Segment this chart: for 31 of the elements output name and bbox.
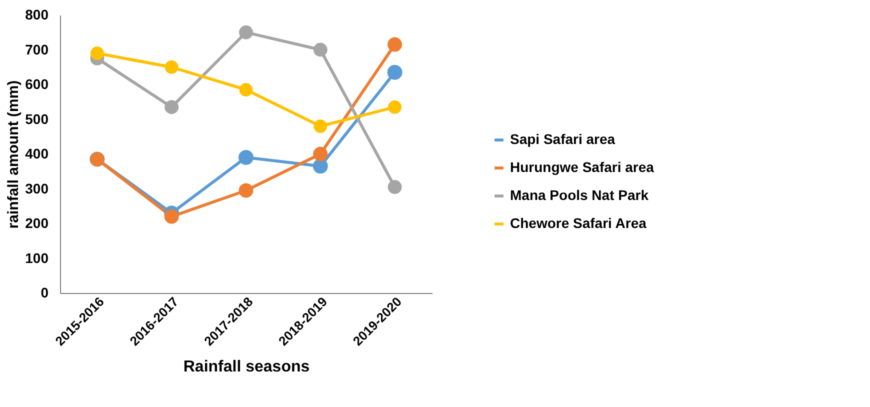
y-tick-label: 400 [25, 146, 49, 162]
legend-label: Chewore Safari Area [510, 215, 647, 231]
y-tick-label: 700 [25, 41, 49, 58]
point [238, 183, 254, 198]
point [313, 146, 328, 162]
y-tick-label: 300 [25, 180, 49, 196]
point [164, 100, 179, 114]
point [314, 120, 328, 133]
point [238, 150, 254, 165]
legend-label: Sapi Safari area [510, 131, 616, 147]
point [388, 37, 402, 52]
point [388, 180, 402, 194]
point [387, 64, 402, 80]
x-axis-title: Rainfall seasons [183, 358, 310, 376]
point [312, 158, 328, 174]
point [239, 83, 253, 96]
legend-label: Hurungwe Safari area [510, 159, 654, 175]
point [164, 60, 178, 74]
y-axis-title: rainfall amount (mm) [5, 80, 22, 229]
point [313, 42, 328, 57]
y-tick-label: 600 [25, 76, 49, 92]
y-tick-label: 100 [25, 250, 49, 266]
legend-label: Mana Pools Nat Park [510, 187, 649, 203]
y-tick-label: 500 [25, 110, 49, 127]
point [164, 209, 179, 224]
y-tick-label: 0 [40, 284, 49, 300]
y-tick-label: 200 [25, 215, 49, 231]
point [239, 25, 253, 40]
y-tick-label: 800 [25, 6, 49, 22]
point [388, 100, 402, 114]
point [90, 46, 104, 60]
